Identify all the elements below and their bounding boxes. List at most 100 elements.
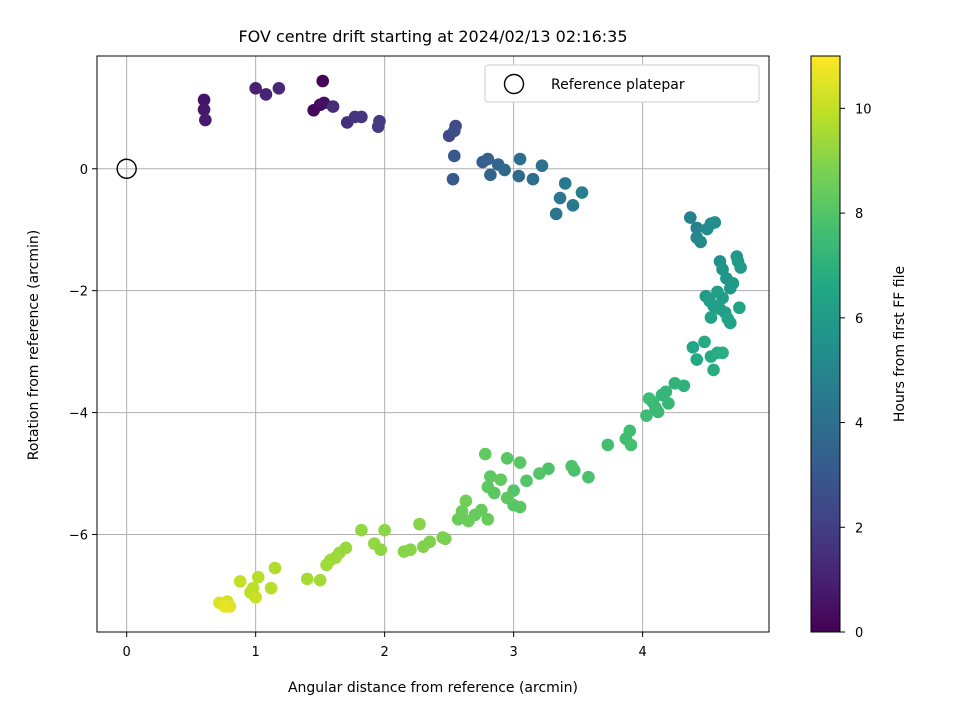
data-point xyxy=(251,570,265,584)
data-point xyxy=(513,152,527,166)
data-point xyxy=(698,335,711,349)
data-point xyxy=(716,346,729,360)
legend-entry-reference: Reference platepar xyxy=(551,77,685,93)
data-point xyxy=(690,221,704,235)
x-tick-label: 0 xyxy=(123,645,131,660)
data-point xyxy=(355,110,368,124)
data-point xyxy=(708,216,722,229)
colorbar-tick-label: 0 xyxy=(855,626,863,641)
colorbar-tick-label: 4 xyxy=(855,417,863,432)
y-tick-label: 0 xyxy=(80,163,88,178)
data-point xyxy=(565,459,578,473)
data-point xyxy=(662,397,675,410)
data-point xyxy=(484,168,497,182)
x-axis-ticks: 0 1 2 3 4 xyxy=(123,632,647,660)
data-point xyxy=(707,363,720,377)
data-point xyxy=(500,451,514,465)
data-point xyxy=(668,377,682,390)
reference-marker xyxy=(116,158,137,179)
data-point xyxy=(655,388,669,402)
data-point xyxy=(498,163,511,177)
data-point xyxy=(447,149,461,163)
data-point xyxy=(724,316,737,330)
reference-marker-layer xyxy=(116,158,137,179)
data-point xyxy=(566,199,580,212)
data-point xyxy=(197,93,211,107)
data-point xyxy=(264,581,278,595)
colorbar-tick-label: 8 xyxy=(855,207,863,222)
data-point xyxy=(651,405,665,419)
data-point xyxy=(684,211,697,224)
data-point xyxy=(373,114,386,128)
data-point xyxy=(300,572,314,586)
data-point xyxy=(494,473,508,486)
data-point xyxy=(520,474,533,488)
data-point xyxy=(268,561,282,575)
data-point xyxy=(199,113,212,127)
legend-reference-marker xyxy=(503,73,525,95)
data-point xyxy=(500,491,514,505)
colorbar xyxy=(810,55,841,633)
x-tick-label: 3 xyxy=(509,645,517,660)
data-point xyxy=(478,447,492,461)
data-point xyxy=(326,100,340,113)
data-point xyxy=(642,392,656,405)
data-point xyxy=(272,82,286,95)
x-axis-label: Angular distance from reference (arcmin) xyxy=(288,680,578,696)
data-point xyxy=(197,103,211,116)
data-point xyxy=(582,470,595,484)
x-tick-label: 1 xyxy=(252,645,260,660)
data-point xyxy=(436,531,449,544)
data-point xyxy=(313,573,327,587)
data-point xyxy=(397,545,411,558)
data-point xyxy=(512,169,526,183)
data-point xyxy=(535,159,549,173)
data-point xyxy=(316,74,330,88)
data-point xyxy=(462,514,475,528)
data-point xyxy=(553,191,567,205)
y-axis-ticks: 0 −2 −4 −6 xyxy=(69,163,97,543)
data-point xyxy=(447,124,461,138)
data-point xyxy=(413,517,426,531)
data-point xyxy=(690,353,704,366)
legend: Reference platepar xyxy=(484,64,760,103)
data-points xyxy=(197,74,747,613)
data-point xyxy=(726,277,740,290)
data-point xyxy=(233,575,247,588)
data-point xyxy=(451,512,465,526)
data-point xyxy=(549,207,563,221)
data-point xyxy=(624,438,638,452)
data-point xyxy=(686,341,700,354)
data-point xyxy=(355,523,368,537)
data-point xyxy=(558,177,572,190)
data-point xyxy=(716,291,729,305)
data-point xyxy=(481,152,495,166)
y-tick-label: −4 xyxy=(69,407,88,422)
data-point xyxy=(249,82,262,95)
data-point xyxy=(704,311,718,324)
data-point xyxy=(320,558,333,572)
grid-lines xyxy=(97,56,769,632)
data-point xyxy=(484,470,497,483)
data-point xyxy=(218,600,231,613)
plot-frame xyxy=(96,55,770,633)
data-point xyxy=(533,467,546,480)
data-point xyxy=(417,540,430,553)
data-point xyxy=(601,438,615,452)
data-point xyxy=(694,235,707,249)
colorbar-tick-label: 10 xyxy=(855,102,872,117)
data-point xyxy=(259,88,273,101)
data-point xyxy=(734,261,747,274)
data-point xyxy=(733,301,746,315)
data-point xyxy=(446,172,460,186)
data-point xyxy=(481,480,495,494)
data-point xyxy=(481,512,495,526)
colorbar-label: Hours from first FF file xyxy=(892,266,908,422)
x-tick-label: 4 xyxy=(638,645,646,660)
data-point xyxy=(575,186,589,199)
y-tick-label: −6 xyxy=(69,528,88,543)
data-point xyxy=(640,409,653,422)
colorbar-tick-label: 2 xyxy=(855,521,863,536)
data-point xyxy=(249,590,262,604)
